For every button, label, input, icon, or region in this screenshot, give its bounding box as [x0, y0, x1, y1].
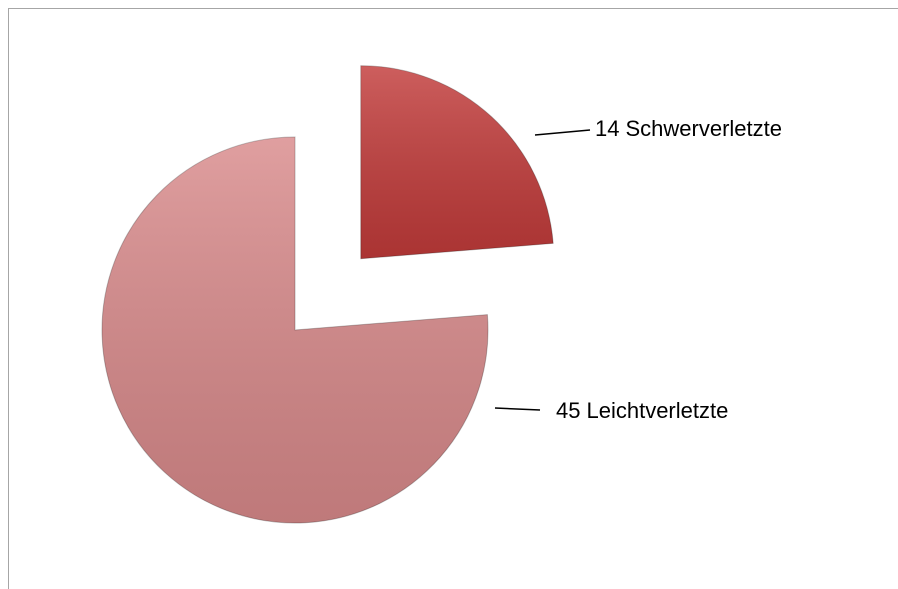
- slice-label: 14 Schwerverletzte: [595, 116, 782, 141]
- slice-category: Schwerverletzte: [625, 116, 782, 141]
- slice-value: 14: [595, 116, 619, 141]
- slice-label: 45 Leichtverletzte: [556, 398, 728, 423]
- slice-shade: [360, 65, 554, 259]
- leader-line: [534, 129, 591, 136]
- leader-line: [494, 407, 541, 411]
- chart-frame: [8, 8, 898, 589]
- slice-value: 45: [556, 398, 580, 423]
- slice-category: Leichtverletzte: [586, 398, 728, 423]
- slice-shade: [102, 137, 489, 523]
